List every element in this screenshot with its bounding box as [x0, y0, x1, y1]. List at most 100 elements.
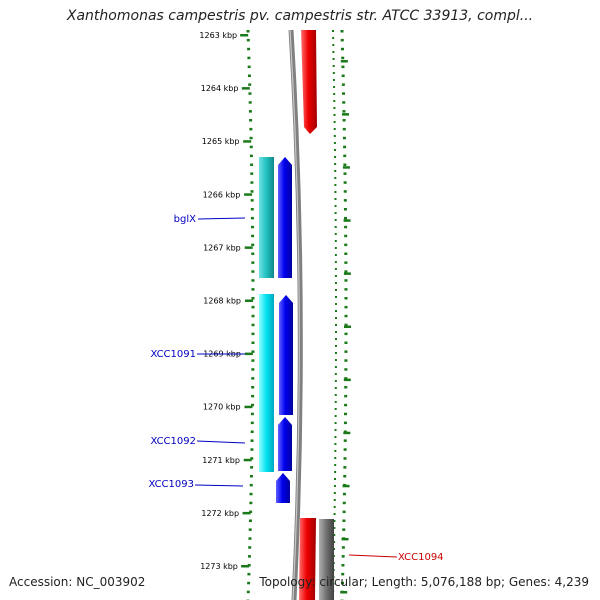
middle-track-dot — [334, 352, 337, 354]
gene-arrow-xcc1091[interactable] — [279, 295, 293, 415]
left-track-dot — [249, 501, 253, 505]
middle-track-dot — [334, 163, 337, 165]
right-track-dot — [344, 350, 348, 353]
left-track-major-tick — [244, 352, 253, 356]
middle-track-dot — [332, 44, 335, 46]
gene-arrow-bglx[interactable] — [278, 157, 292, 278]
gene-label-bglx[interactable]: bglX — [174, 214, 196, 225]
topology-text: Topology: circular; Length: 5,076,188 bp… — [259, 575, 589, 589]
right-track-dot — [343, 208, 347, 211]
left-track-dot — [251, 225, 255, 229]
gene-label-xcc1093[interactable]: XCC1093 — [148, 479, 194, 490]
left-track-dot — [246, 38, 250, 42]
gene-label-xcc1091[interactable]: XCC1091 — [150, 349, 196, 360]
middle-track-dot — [334, 422, 337, 424]
right-track-dot — [344, 297, 348, 300]
left-track-dot — [250, 216, 254, 220]
right-track-dot — [344, 377, 348, 380]
left-track-dot — [251, 377, 255, 380]
middle-track-dot — [334, 317, 337, 319]
middle-track-dot — [333, 100, 336, 102]
left-track-dot — [251, 305, 255, 309]
right-track-dot — [343, 181, 347, 184]
axis-tick-label: 1271 kbp — [202, 456, 240, 465]
axis-tick-label: 1273 kbp — [200, 562, 238, 571]
middle-track-dot — [334, 240, 337, 242]
middle-track-dot — [334, 198, 337, 200]
left-track-dot — [247, 572, 251, 576]
right-track-dot — [342, 510, 346, 514]
right-track-dot — [341, 83, 345, 86]
left-track-dot — [251, 234, 255, 238]
cds-block-plus-gray[interactable] — [319, 519, 334, 600]
right-track-dot — [344, 261, 348, 264]
left-track-dot — [251, 288, 255, 291]
right-track-dot — [343, 199, 347, 202]
left-track-dot — [250, 208, 254, 211]
left-track-dot — [250, 163, 254, 166]
middle-track-dot — [334, 261, 337, 263]
left-track-dot — [248, 537, 252, 540]
cds-block-bglx[interactable] — [259, 157, 274, 278]
middle-track-dot — [334, 338, 337, 340]
middle-track-dot — [334, 254, 337, 256]
gene-arrow-plus-top[interactable] — [301, 30, 317, 134]
middle-track-dot — [334, 436, 337, 438]
right-track-dot — [344, 412, 348, 416]
middle-dotted-track — [332, 30, 337, 599]
left-dotted-track — [240, 30, 255, 600]
right-track-dot — [342, 92, 346, 95]
left-track-dot — [249, 492, 253, 496]
gene-arrow-xcc1093[interactable] — [276, 473, 290, 503]
middle-track-dot — [333, 492, 336, 494]
left-track-major-tick — [244, 405, 253, 409]
middle-track-dot — [334, 401, 337, 403]
right-track-minor-tick — [341, 537, 349, 541]
middle-track-dot — [333, 128, 336, 130]
right-track-dot — [343, 163, 347, 166]
right-track-dot — [342, 519, 346, 522]
middle-track-dot — [333, 107, 336, 109]
middle-track-dot — [334, 191, 337, 193]
left-track-dot — [247, 555, 251, 558]
cds-block-xcc1091-xcc1092[interactable] — [259, 294, 274, 472]
left-track-dot — [251, 341, 255, 344]
gene-label-xcc1092[interactable]: XCC1092 — [150, 436, 196, 447]
right-track-dot — [341, 74, 345, 77]
middle-track-dot — [333, 534, 336, 536]
middle-track-dot — [333, 114, 336, 116]
gene-arrow-xcc1092[interactable] — [278, 417, 292, 471]
middle-track-dot — [334, 457, 337, 459]
right-track-dot — [342, 119, 346, 122]
left-track-dot — [249, 119, 253, 122]
left-track-dot — [250, 181, 254, 184]
left-track-dot — [247, 47, 251, 51]
middle-track-dot — [333, 499, 336, 501]
left-track-dot — [251, 350, 255, 353]
left-track-major-tick — [240, 34, 249, 37]
left-track-dot — [248, 92, 252, 95]
gene-arrow-plus-xcc1094[interactable] — [299, 518, 316, 600]
left-track-dot — [251, 261, 255, 264]
right-track-dot — [343, 190, 347, 193]
leader-line-xcc1093 — [194, 484, 244, 487]
right-track-dot — [343, 172, 347, 175]
left-track-dot — [246, 590, 250, 594]
right-track-minor-tick — [342, 484, 350, 488]
right-track-dot — [341, 56, 345, 60]
right-track-dot — [344, 225, 348, 229]
right-track-dot — [344, 359, 348, 362]
axis-tick-label: 1267 kbp — [203, 243, 241, 252]
left-track-dot — [250, 448, 254, 451]
right-track-dot — [342, 101, 346, 104]
middle-track-dot — [334, 289, 337, 291]
middle-track-dot — [334, 443, 337, 445]
left-track-dot — [251, 252, 255, 255]
gene-label-xcc1094[interactable]: XCC1094 — [398, 552, 444, 563]
left-track-dot — [250, 172, 254, 175]
genome-backbone — [288, 29, 303, 600]
middle-track-dot — [334, 205, 337, 207]
left-track-dot — [251, 279, 255, 282]
axis-tick-label: 1268 kbp — [203, 297, 241, 306]
